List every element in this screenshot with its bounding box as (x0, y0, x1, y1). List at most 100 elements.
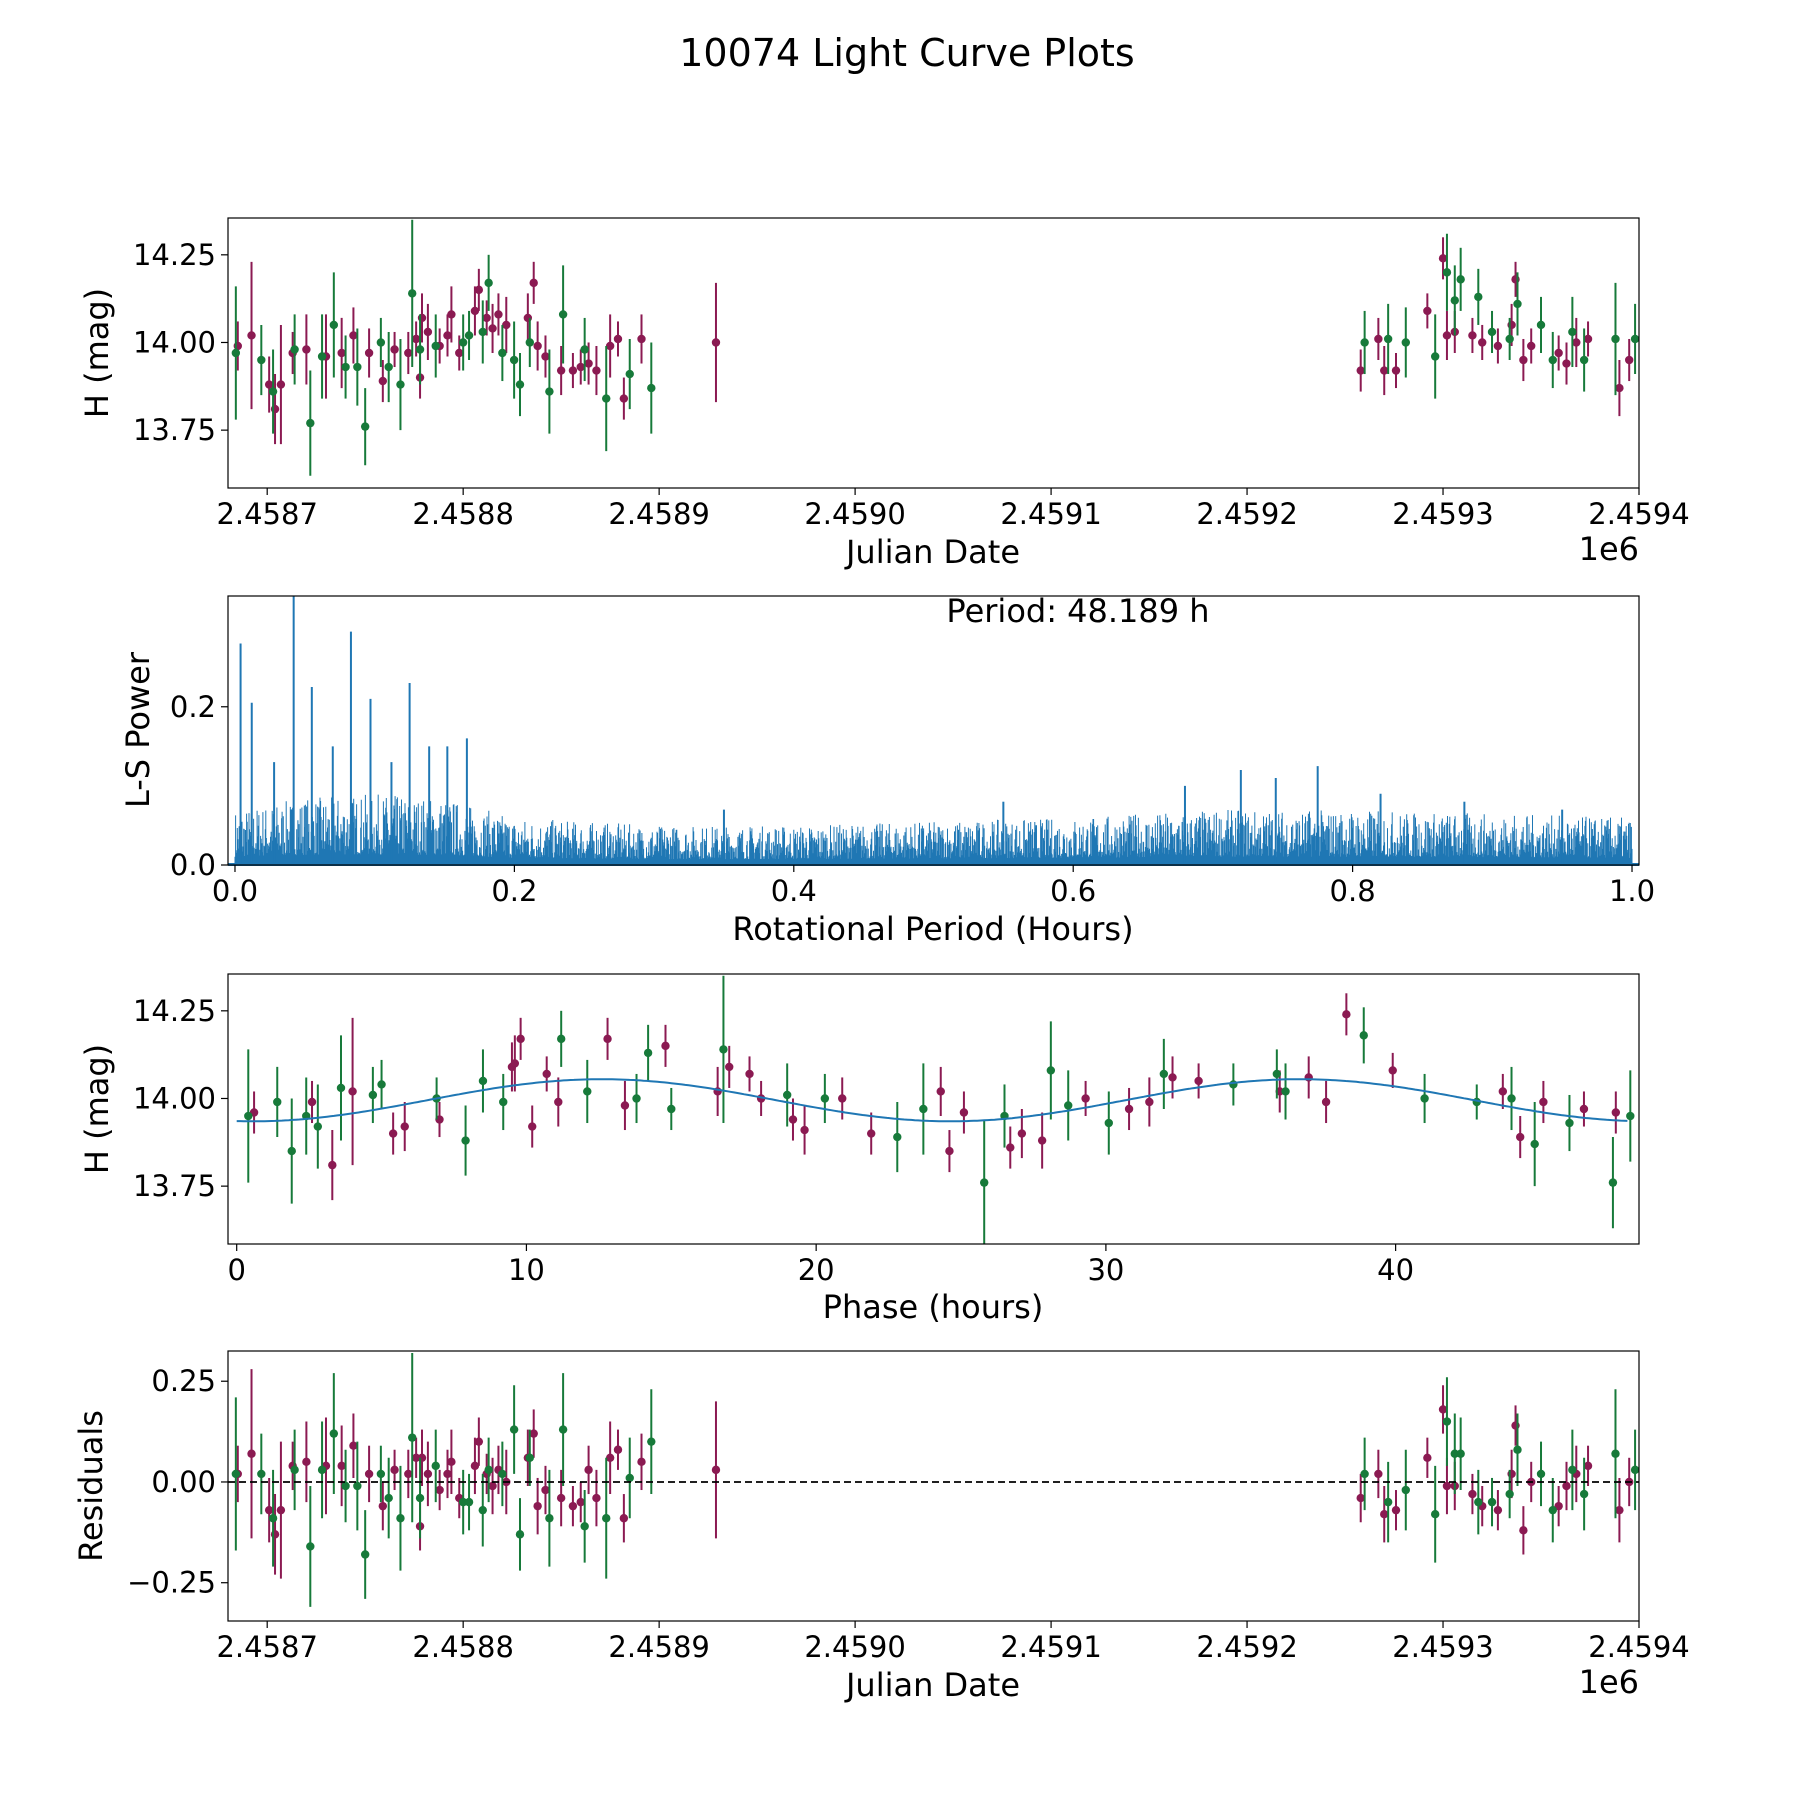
residuals-point (423, 1469, 433, 1479)
residuals-point (1554, 1501, 1563, 1511)
residuals-point (558, 1425, 568, 1434)
light-curve-point (415, 345, 425, 354)
residuals-point (431, 1461, 440, 1471)
light-curve-point (1442, 331, 1452, 340)
light-curve-point (1401, 338, 1410, 347)
light-curve-point (494, 310, 503, 319)
phase-folded-x-tick-label: 10 (508, 1253, 545, 1287)
light-curve-x-tick-label: 2.4592 (1196, 497, 1297, 531)
light-curve-frame (227, 217, 1640, 489)
phase-folded-point (1168, 1073, 1177, 1082)
phase-folded-point (510, 1059, 520, 1068)
residuals-point (647, 1437, 656, 1446)
residuals-point (605, 1453, 615, 1462)
phase-folded-point (1626, 1111, 1635, 1121)
phase-folded-point (788, 1115, 798, 1124)
phase-folded-point (1104, 1118, 1113, 1128)
light-curve-point (576, 362, 585, 372)
light-curve-point (509, 355, 519, 365)
phase-folded-ticks: 0 10 20 30 40 13.75 14.00 14.25 (133, 994, 1414, 1287)
residuals-point (384, 1493, 393, 1503)
residuals-point (592, 1493, 601, 1503)
light-curve-point (711, 338, 721, 347)
light-curve-point (396, 380, 405, 389)
residuals-point (349, 1441, 358, 1450)
phase-folded-point (782, 1090, 792, 1100)
light-curve-point (302, 345, 311, 354)
light-curve-point (619, 394, 629, 403)
periodogram-y-label: L-S Power (119, 651, 157, 808)
residuals-point (276, 1505, 286, 1515)
periodogram-y-tick-label: 0.2 (170, 690, 216, 724)
light-curve-point (464, 331, 474, 340)
residuals-point (390, 1465, 399, 1475)
phase-folded-point (643, 1048, 653, 1058)
light-curve-point (1380, 366, 1389, 375)
phase-folded-point (1321, 1097, 1331, 1107)
residuals-point (1438, 1405, 1448, 1414)
light-curve-point (1493, 341, 1503, 351)
light-curve-point (443, 331, 452, 340)
phase-folded-point (1342, 1010, 1351, 1019)
phase-folded-point (667, 1104, 676, 1114)
light-curve-point (525, 338, 534, 347)
light-curve-point (1519, 355, 1528, 365)
residuals-point (1513, 1445, 1522, 1454)
light-curve-point (498, 348, 507, 358)
residuals-point (447, 1457, 456, 1467)
light-curve-point (1572, 338, 1581, 347)
light-curve-point (1527, 341, 1536, 351)
residuals-point (411, 1453, 421, 1462)
residuals-point (378, 1501, 388, 1511)
phase-folded-point (1124, 1104, 1134, 1114)
phase-folded-point (661, 1041, 670, 1051)
residuals-point (353, 1481, 362, 1491)
light-curve-point (533, 341, 542, 351)
residuals-point (408, 1433, 417, 1442)
periodogram-x-label: Rotational Period (Hours) (732, 910, 1133, 948)
residuals-point (509, 1425, 519, 1434)
light-curve-point (1391, 366, 1401, 375)
residuals-x-tick-label: 2.4592 (1196, 1630, 1297, 1664)
periodogram-x-tick-label: 0.4 (771, 874, 817, 908)
residuals-point (580, 1522, 589, 1531)
periodogram-y-tick-label: 0.0 (170, 848, 216, 882)
light-curve-plot-area (231, 219, 1640, 476)
phase-folded-point (1145, 1097, 1154, 1107)
light-curve-point (1554, 348, 1563, 358)
phase-folded-point (1516, 1132, 1525, 1142)
phase-folded-point (554, 1097, 563, 1107)
periodogram-x-tick-label: 0.8 (1330, 874, 1376, 908)
light-curve-x-tick-label: 2.4587 (216, 497, 317, 531)
light-curve-x-tick-label: 2.4594 (1588, 497, 1689, 531)
phase-folded-point (1046, 1066, 1056, 1075)
light-curve-point (231, 348, 241, 358)
residuals-point (415, 1493, 425, 1503)
light-curve-point (541, 352, 550, 361)
phase-folded-point (945, 1146, 954, 1156)
light-curve-point (602, 394, 611, 403)
light-curve-point (568, 366, 578, 375)
residuals-point (464, 1497, 474, 1507)
residuals-point (1536, 1469, 1546, 1479)
residuals-plot-area (228, 1353, 1640, 1607)
residuals-point (1583, 1461, 1593, 1471)
residuals-point (584, 1465, 593, 1475)
light-curve-point (329, 320, 339, 330)
phase-folded-point (499, 1097, 508, 1107)
residuals-point (290, 1465, 299, 1475)
light-curve-point (478, 327, 487, 337)
phase-folded-point (1081, 1094, 1090, 1103)
light-curve-point (349, 331, 358, 340)
residuals-point (302, 1457, 311, 1467)
phase-folded-point (1037, 1136, 1047, 1145)
residuals-panel: 2.4587 2.4588 2.4589 2.4590 2.4591 2.4592 2.45… (72, 1350, 1690, 1704)
periodogram-x-tick-label: 0.2 (491, 874, 537, 908)
phase-folded-x-tick-label: 0 (227, 1253, 245, 1287)
residuals-point (1374, 1469, 1383, 1479)
residuals-point (1562, 1481, 1571, 1491)
phase-folded-point (867, 1129, 876, 1138)
phase-folded-point (1420, 1094, 1429, 1103)
period-annotation: Period: 48.189 h (946, 592, 1209, 630)
light-curve-point (584, 359, 593, 368)
